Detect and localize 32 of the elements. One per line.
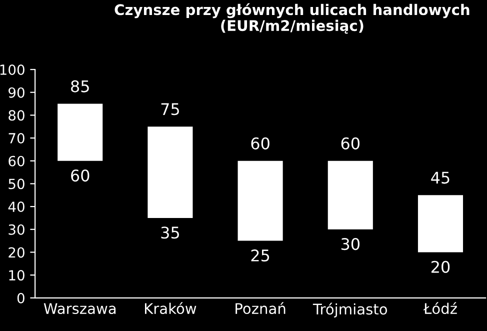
bar [148, 126, 193, 218]
y-tick-label: 60 [8, 156, 24, 166]
annotation: 45 [431, 172, 450, 184]
y-tick-label: 20 [8, 247, 24, 258]
chart-title: Czynsze przy głównych ulicach handlowych (EUR/m2/miesiąc) [114, 3, 470, 34]
annotation: 20 [432, 260, 450, 273]
y-tick-label: 40 [8, 202, 24, 212]
y-tick-label: 30 [8, 224, 24, 235]
y-tick-label: 100 [0, 64, 24, 75]
annotation: 25 [251, 249, 270, 262]
annotation: 60 [71, 169, 90, 182]
x-tick-label: Poznań [236, 302, 286, 314]
bar [418, 195, 464, 252]
y-tick-label: 0 [17, 292, 24, 304]
annotation: 60 [251, 137, 270, 150]
bar [238, 160, 283, 241]
bar [328, 160, 373, 230]
x-tick-label: Warszawa [44, 303, 116, 314]
bar [58, 104, 103, 161]
annotation: 85 [71, 80, 89, 92]
y-tick-label: 50 [8, 178, 24, 190]
y-tick-label: 90 [8, 87, 24, 98]
x-tick-label: Trójmiasto [312, 302, 388, 318]
annotation: 60 [341, 137, 360, 150]
x-tick-label: Łódź [423, 302, 457, 314]
annotation: 35 [161, 226, 179, 239]
y-tick-label: 70 [8, 132, 24, 144]
y-tick-label: 10 [9, 270, 24, 281]
x-tick-label: Kraków [145, 302, 196, 314]
annotation: 30 [341, 238, 360, 250]
annotation: 75 [161, 103, 179, 116]
y-tick-label: 80 [8, 110, 24, 121]
